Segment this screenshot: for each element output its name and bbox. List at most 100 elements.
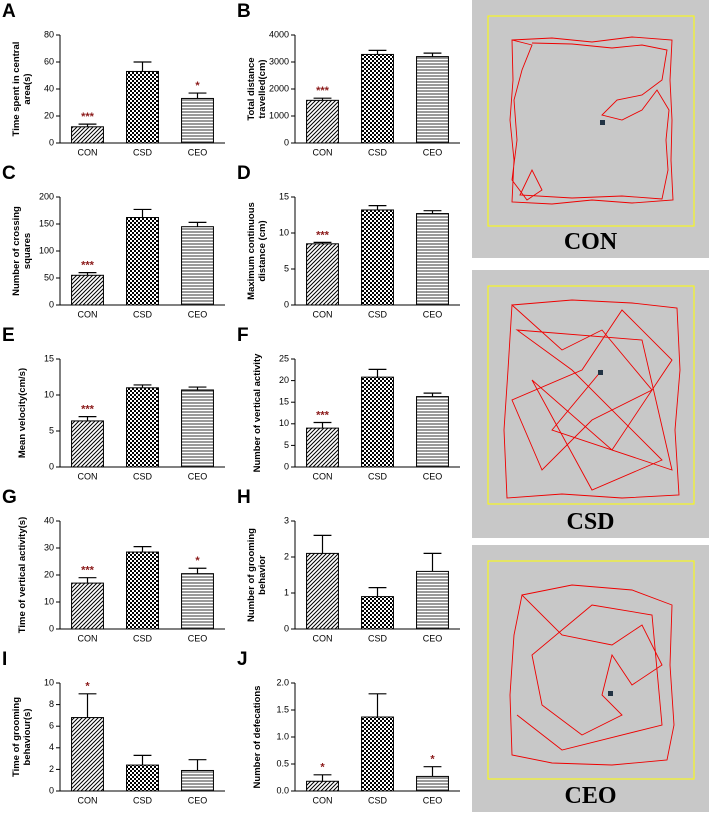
y-tick-label: 2 — [284, 551, 289, 561]
significance: * — [430, 754, 435, 766]
track-image — [487, 560, 695, 780]
y-tick-label: 10 — [279, 227, 289, 237]
bar — [416, 570, 449, 630]
y-axis-label: Number of crossing squares — [11, 206, 33, 296]
significance: *** — [81, 404, 95, 416]
bar — [416, 775, 449, 792]
y-tick-label: 0 — [284, 137, 289, 147]
bar — [361, 716, 394, 792]
significance: * — [85, 681, 90, 693]
panel-letter: C — [2, 163, 16, 184]
x-tick-label: CSD — [133, 471, 153, 481]
x-tick-label: CEO — [188, 795, 208, 805]
significance: *** — [316, 229, 330, 241]
y-tick-label: 100 — [39, 245, 54, 255]
x-tick-label: CEO — [188, 147, 208, 157]
panel-letter: F — [237, 325, 249, 346]
y-tick-label: 2 — [49, 764, 54, 774]
y-axis-label: Maximum continuous distance (cm) — [246, 202, 268, 300]
y-axis-label: Total distance travelled(cm) — [246, 57, 268, 121]
y-tick-label: 1 — [284, 587, 289, 597]
panel-letter: J — [237, 649, 248, 670]
x-tick-label: CEO — [423, 471, 443, 481]
significance: *** — [81, 111, 95, 123]
y-tick-label: 150 — [39, 218, 54, 228]
bar — [306, 427, 339, 468]
y-tick-label: 1000 — [269, 110, 289, 120]
y-tick-label: 5 — [284, 440, 289, 450]
y-tick-label: 8 — [49, 699, 54, 709]
x-tick-label: CEO — [188, 309, 208, 319]
x-tick-label: CSD — [368, 147, 388, 157]
y-tick-label: 4 — [49, 742, 54, 752]
y-tick-label: 0 — [49, 623, 54, 633]
y-tick-label: 200 — [39, 191, 54, 201]
bar — [416, 213, 449, 306]
bar — [71, 717, 104, 792]
x-tick-label: CON — [313, 633, 333, 643]
x-tick-label: CSD — [133, 633, 153, 643]
y-axis-label: Mean velocity(cm/s) — [16, 367, 28, 459]
y-tick-label: 5 — [49, 425, 54, 435]
track-image — [487, 15, 695, 227]
y-axis-label: Time spent in central area(s) — [11, 41, 33, 137]
x-tick-label: CSD — [133, 795, 153, 805]
bar — [306, 99, 339, 144]
significance: *** — [316, 409, 330, 421]
y-tick-label: 50 — [44, 272, 54, 282]
x-tick-label: CEO — [423, 309, 443, 319]
y-tick-label: 15 — [279, 191, 289, 201]
x-tick-label: CEO — [423, 633, 443, 643]
significance: *** — [316, 85, 330, 97]
panel-letter: E — [2, 325, 15, 346]
x-tick-label: CSD — [133, 147, 153, 157]
y-axis-label: Number of grooming behavior — [246, 528, 268, 622]
y-tick-label: 0 — [49, 299, 54, 309]
y-tick-label: 0 — [284, 461, 289, 471]
track-image — [487, 285, 695, 505]
y-tick-label: 3 — [284, 515, 289, 525]
y-tick-label: 10 — [44, 596, 54, 606]
y-tick-label: 15 — [44, 353, 54, 363]
y-tick-label: 30 — [44, 542, 54, 552]
x-tick-label: CSD — [368, 309, 388, 319]
y-tick-label: 10 — [44, 389, 54, 399]
track-panel: CSD — [472, 270, 709, 538]
y-tick-label: 2.0 — [276, 677, 289, 687]
x-tick-label: CSD — [368, 471, 388, 481]
bar — [181, 226, 214, 306]
panel-letter: D — [237, 163, 251, 184]
bar — [306, 243, 339, 306]
y-tick-label: 2000 — [269, 83, 289, 93]
y-tick-label: 20 — [279, 375, 289, 385]
bar — [181, 97, 214, 144]
y-tick-label: 0 — [284, 299, 289, 309]
y-tick-label: 40 — [44, 83, 54, 93]
bar — [126, 764, 159, 792]
y-axis-label: Number of defecations — [251, 685, 263, 789]
bar — [361, 596, 394, 630]
bar — [361, 209, 394, 306]
bar — [181, 573, 214, 630]
x-tick-label: CSD — [368, 795, 388, 805]
x-tick-label: CON — [78, 147, 98, 157]
significance: * — [195, 80, 200, 92]
x-tick-label: CON — [313, 147, 333, 157]
y-tick-label: 20 — [44, 110, 54, 120]
y-tick-label: 60 — [44, 56, 54, 66]
bar — [126, 551, 159, 630]
track-panel: CON — [472, 0, 709, 258]
x-tick-label: CON — [78, 309, 98, 319]
bar — [181, 389, 214, 468]
x-tick-label: CSD — [368, 633, 388, 643]
track-label: CSD — [566, 509, 615, 535]
panel-letter: H — [237, 487, 251, 508]
panel-letter: I — [2, 649, 7, 670]
y-tick-label: 0 — [49, 137, 54, 147]
y-tick-label: 0.0 — [276, 785, 289, 795]
y-tick-label: 80 — [44, 29, 54, 39]
bar — [126, 217, 159, 306]
y-tick-label: 0 — [49, 461, 54, 471]
bar — [416, 396, 449, 468]
